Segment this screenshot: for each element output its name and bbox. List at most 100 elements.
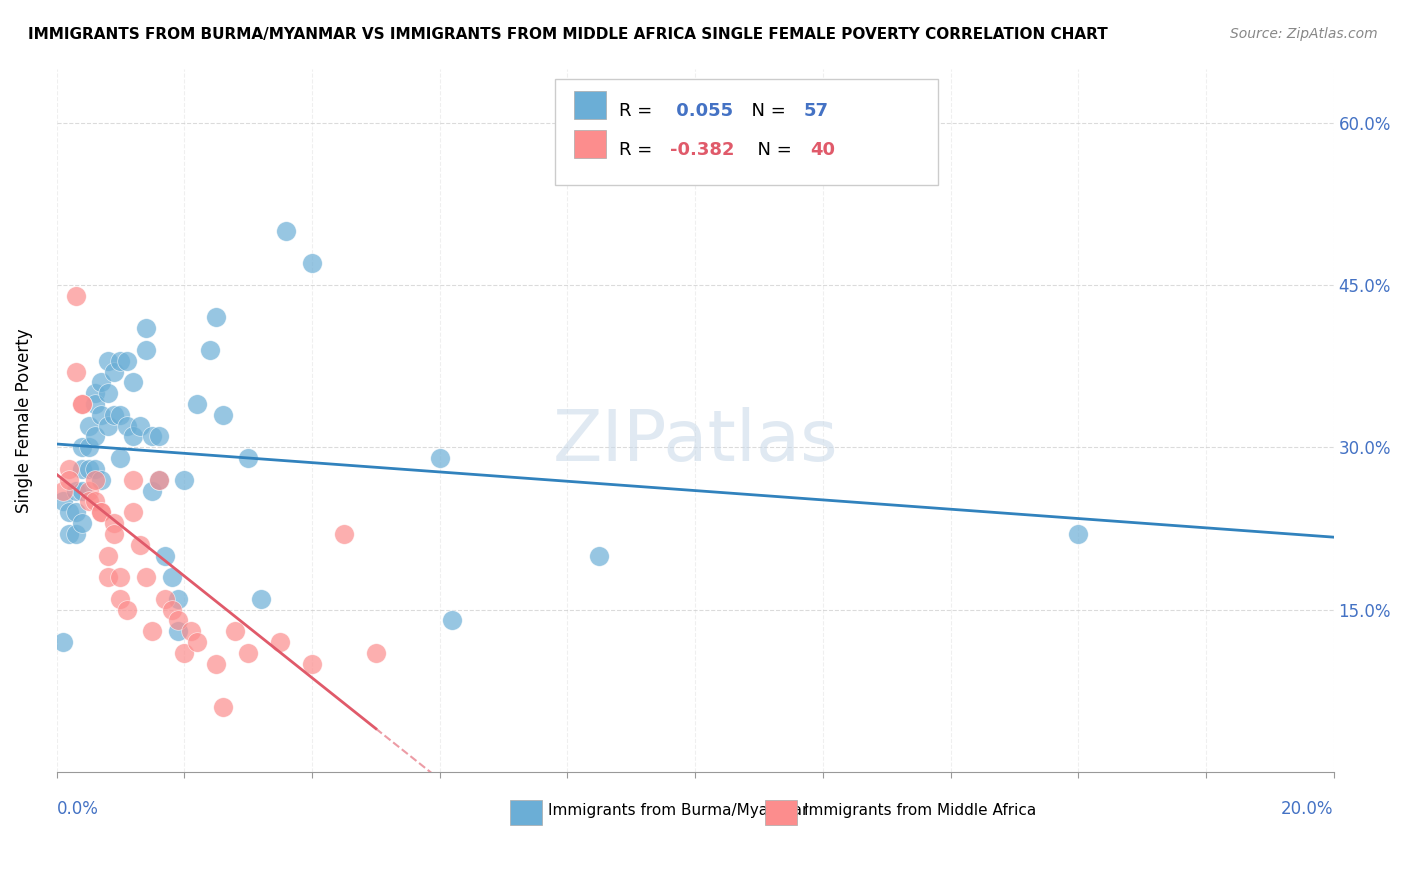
Point bbox=[77, 462, 100, 476]
Point bbox=[97, 353, 120, 368]
Point bbox=[110, 451, 132, 466]
Point bbox=[58, 527, 80, 541]
Point bbox=[52, 483, 75, 498]
Point bbox=[115, 418, 138, 433]
Point bbox=[115, 353, 138, 368]
Point bbox=[122, 505, 145, 519]
Point bbox=[97, 418, 120, 433]
Text: N =: N = bbox=[747, 141, 797, 159]
Point bbox=[58, 473, 80, 487]
Point bbox=[70, 483, 93, 498]
Point bbox=[1067, 527, 1090, 541]
Point bbox=[110, 408, 132, 422]
Point bbox=[588, 549, 610, 563]
Y-axis label: Single Female Poverty: Single Female Poverty bbox=[15, 328, 32, 513]
Point bbox=[84, 397, 107, 411]
Point bbox=[186, 397, 208, 411]
Point bbox=[90, 473, 112, 487]
Point bbox=[97, 570, 120, 584]
Point bbox=[205, 657, 228, 671]
Point bbox=[148, 429, 170, 443]
Point bbox=[167, 591, 190, 606]
Point bbox=[301, 657, 323, 671]
Text: IMMIGRANTS FROM BURMA/MYANMAR VS IMMIGRANTS FROM MIDDLE AFRICA SINGLE FEMALE POV: IMMIGRANTS FROM BURMA/MYANMAR VS IMMIGRA… bbox=[28, 27, 1108, 42]
Point bbox=[238, 646, 260, 660]
Point bbox=[103, 516, 125, 530]
Bar bbox=[574, 129, 606, 158]
Bar bbox=[554, 79, 938, 185]
Point bbox=[250, 591, 273, 606]
Point bbox=[269, 635, 291, 649]
Text: 0.0%: 0.0% bbox=[56, 800, 98, 818]
Point bbox=[97, 386, 120, 401]
Point bbox=[135, 321, 157, 335]
Point bbox=[58, 462, 80, 476]
Point bbox=[84, 473, 107, 487]
Point bbox=[103, 408, 125, 422]
Point bbox=[135, 570, 157, 584]
Point bbox=[122, 429, 145, 443]
Text: 0.055: 0.055 bbox=[669, 103, 733, 120]
Point bbox=[141, 624, 163, 639]
Point bbox=[70, 440, 93, 454]
Point bbox=[65, 505, 87, 519]
Point bbox=[77, 440, 100, 454]
Point bbox=[110, 570, 132, 584]
Point bbox=[211, 700, 233, 714]
Text: Immigrants from Middle Africa: Immigrants from Middle Africa bbox=[804, 803, 1036, 818]
Text: R =: R = bbox=[619, 141, 658, 159]
Point bbox=[70, 516, 93, 530]
Point bbox=[84, 494, 107, 508]
Point bbox=[128, 538, 150, 552]
Point bbox=[173, 473, 195, 487]
Point bbox=[90, 505, 112, 519]
Point bbox=[238, 451, 260, 466]
Bar bbox=[765, 800, 797, 825]
Text: 40: 40 bbox=[810, 141, 835, 159]
Point bbox=[160, 570, 183, 584]
Bar bbox=[574, 91, 606, 119]
Point bbox=[180, 624, 202, 639]
Point bbox=[103, 365, 125, 379]
Point bbox=[122, 473, 145, 487]
Point bbox=[70, 397, 93, 411]
Point bbox=[110, 591, 132, 606]
Point bbox=[84, 386, 107, 401]
Point bbox=[135, 343, 157, 357]
Point bbox=[97, 549, 120, 563]
Point bbox=[141, 429, 163, 443]
Text: Immigrants from Burma/Myanmar: Immigrants from Burma/Myanmar bbox=[548, 803, 808, 818]
Point bbox=[205, 310, 228, 325]
Text: Source: ZipAtlas.com: Source: ZipAtlas.com bbox=[1230, 27, 1378, 41]
Text: -0.382: -0.382 bbox=[669, 141, 734, 159]
Point bbox=[65, 289, 87, 303]
Point bbox=[198, 343, 221, 357]
Point bbox=[429, 451, 451, 466]
Point bbox=[90, 376, 112, 390]
Point bbox=[128, 418, 150, 433]
Point bbox=[65, 365, 87, 379]
Point bbox=[70, 397, 93, 411]
Point bbox=[115, 602, 138, 616]
Point bbox=[58, 505, 80, 519]
Point bbox=[148, 473, 170, 487]
Text: 20.0%: 20.0% bbox=[1281, 800, 1334, 818]
Point bbox=[364, 646, 387, 660]
Point bbox=[122, 376, 145, 390]
Point bbox=[90, 505, 112, 519]
Text: 57: 57 bbox=[804, 103, 828, 120]
Point bbox=[301, 256, 323, 270]
Point bbox=[103, 527, 125, 541]
Point bbox=[153, 549, 176, 563]
Point bbox=[70, 462, 93, 476]
Point bbox=[90, 408, 112, 422]
Text: ZIPatlas: ZIPatlas bbox=[553, 407, 838, 475]
Point bbox=[167, 624, 190, 639]
Point bbox=[84, 429, 107, 443]
Point bbox=[65, 527, 87, 541]
Point bbox=[224, 624, 246, 639]
Text: R =: R = bbox=[619, 103, 658, 120]
Point bbox=[77, 494, 100, 508]
Point bbox=[84, 462, 107, 476]
Point bbox=[160, 602, 183, 616]
